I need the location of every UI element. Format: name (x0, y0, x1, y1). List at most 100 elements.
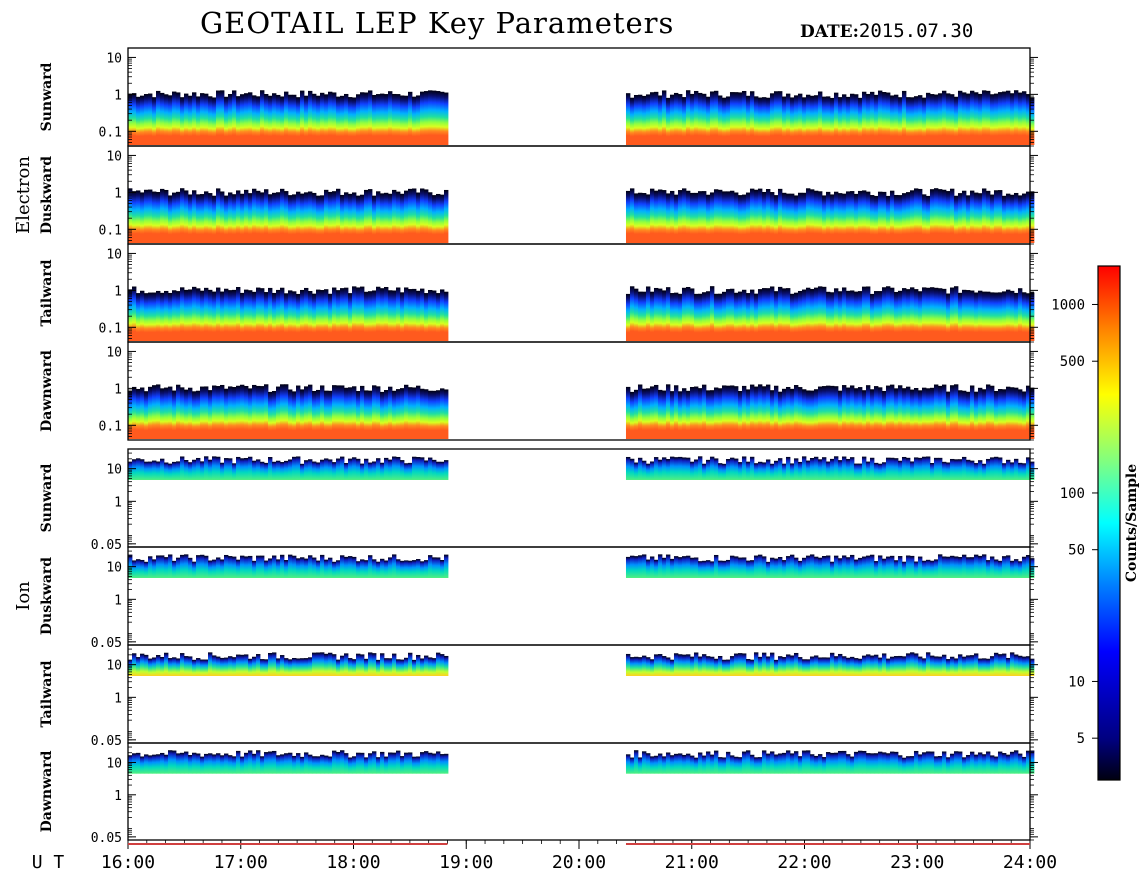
spectrogram-column (769, 192, 775, 243)
spectrogram-column (312, 461, 317, 480)
spectrogram-column (348, 97, 353, 145)
spectrogram-column (889, 656, 895, 676)
spectrogram-column (697, 92, 703, 145)
spectrogram-column (268, 457, 273, 480)
spectrogram-column (701, 292, 707, 341)
spectrogram-column (232, 463, 237, 480)
spectrogram-column (176, 191, 181, 243)
spectrogram-column (721, 560, 727, 578)
spectrogram-column (272, 391, 277, 439)
spectrogram-column (805, 659, 811, 676)
spectrogram-column (877, 387, 883, 439)
spectrogram-column (957, 193, 963, 243)
spectrogram-column (969, 190, 975, 243)
spectrogram-column (977, 193, 983, 243)
spectrogram-column (232, 387, 237, 439)
spectrogram-column (629, 286, 635, 341)
spectrogram-column (180, 97, 185, 145)
spectrogram-column (260, 461, 265, 480)
spectrogram-column (1005, 90, 1011, 145)
spectrogram-column (168, 95, 173, 145)
spectrogram-column (873, 94, 879, 145)
spectrogram-column (741, 289, 747, 341)
spectrogram-column (352, 756, 357, 774)
spectrogram-column (204, 555, 209, 578)
spectrogram-column (312, 756, 317, 774)
spectrogram-column (380, 653, 385, 676)
spectrogram-column (865, 385, 871, 439)
spectrogram-column (1005, 657, 1011, 676)
spectrogram-column (184, 93, 189, 145)
spectrogram-column (693, 459, 699, 480)
spectrogram-column (989, 385, 995, 439)
spectrogram-column (801, 456, 807, 480)
spectrogram-column (801, 289, 807, 341)
spectrogram-column (240, 458, 245, 480)
spectrogram-column (901, 561, 907, 578)
spectrogram-column (705, 560, 711, 578)
spectrogram-column (288, 94, 293, 145)
spectrogram-column (144, 293, 149, 341)
spectrogram-column (841, 287, 847, 341)
spectrogram-column (733, 386, 739, 439)
spectrogram-column (236, 287, 241, 341)
spectrogram-column (981, 554, 987, 578)
spectrogram-column (416, 290, 421, 341)
spectrogram-column (352, 386, 357, 439)
spectrogram-column (200, 194, 205, 243)
spectrogram-column (717, 388, 723, 439)
spectrogram-column (853, 658, 859, 676)
spectrogram-column (192, 459, 197, 480)
spectrogram-column (1009, 194, 1015, 243)
spectrogram-column (356, 195, 361, 243)
spectrogram-column (777, 753, 783, 774)
spectrogram-column (216, 656, 221, 676)
spectrogram-column (152, 97, 157, 145)
spectrogram-column (168, 463, 173, 480)
spectrogram-column (825, 752, 831, 774)
spectrogram-column (717, 95, 723, 145)
spectrogram-column (665, 657, 671, 676)
spectrogram-column (1005, 193, 1011, 243)
spectrogram-column (248, 388, 253, 439)
spectrogram-column (1013, 387, 1019, 439)
spectrogram-column (865, 654, 871, 676)
y-tick-label: 0.1 (99, 125, 122, 140)
spectrogram-column (416, 756, 421, 774)
spectrogram-column (949, 458, 955, 480)
spectrogram-column (853, 193, 859, 243)
spectrogram-column (304, 558, 309, 578)
spectrogram-column (1009, 387, 1015, 439)
spectrogram-column (657, 95, 663, 145)
spectrogram-column (797, 192, 803, 243)
spectrogram-column (877, 191, 883, 243)
spectrogram-column (805, 94, 811, 145)
spectrogram-column (392, 390, 397, 439)
spectrogram-column (400, 659, 405, 676)
spectrogram-column (260, 90, 265, 145)
spectrogram-column (929, 751, 935, 774)
spectrogram-column (985, 751, 991, 774)
spectrogram-column (444, 291, 449, 341)
spectrogram-column (328, 91, 333, 145)
spectrogram-column (841, 656, 847, 676)
spectrogram-column (200, 756, 205, 774)
spectrogram-column (192, 92, 197, 145)
spectrogram-column (184, 190, 189, 243)
spectrogram-column (869, 91, 875, 145)
spectrogram-column (869, 389, 875, 439)
spectrogram-column (777, 458, 783, 480)
spectrogram-column (408, 652, 413, 676)
spectrogram-column (901, 456, 907, 480)
spectrogram-column (953, 556, 959, 578)
spectrogram-column (733, 92, 739, 145)
spectrogram-column (340, 288, 345, 341)
spectrogram-column (312, 557, 317, 578)
spectrogram-column (260, 192, 265, 243)
panel-label-dawnward: Dawnward (39, 350, 55, 432)
spectrogram-column (865, 286, 871, 341)
spectrogram-column (637, 384, 643, 439)
spectrogram-column (725, 751, 731, 774)
spectrogram-column (332, 191, 337, 243)
spectrogram-column (681, 654, 687, 676)
